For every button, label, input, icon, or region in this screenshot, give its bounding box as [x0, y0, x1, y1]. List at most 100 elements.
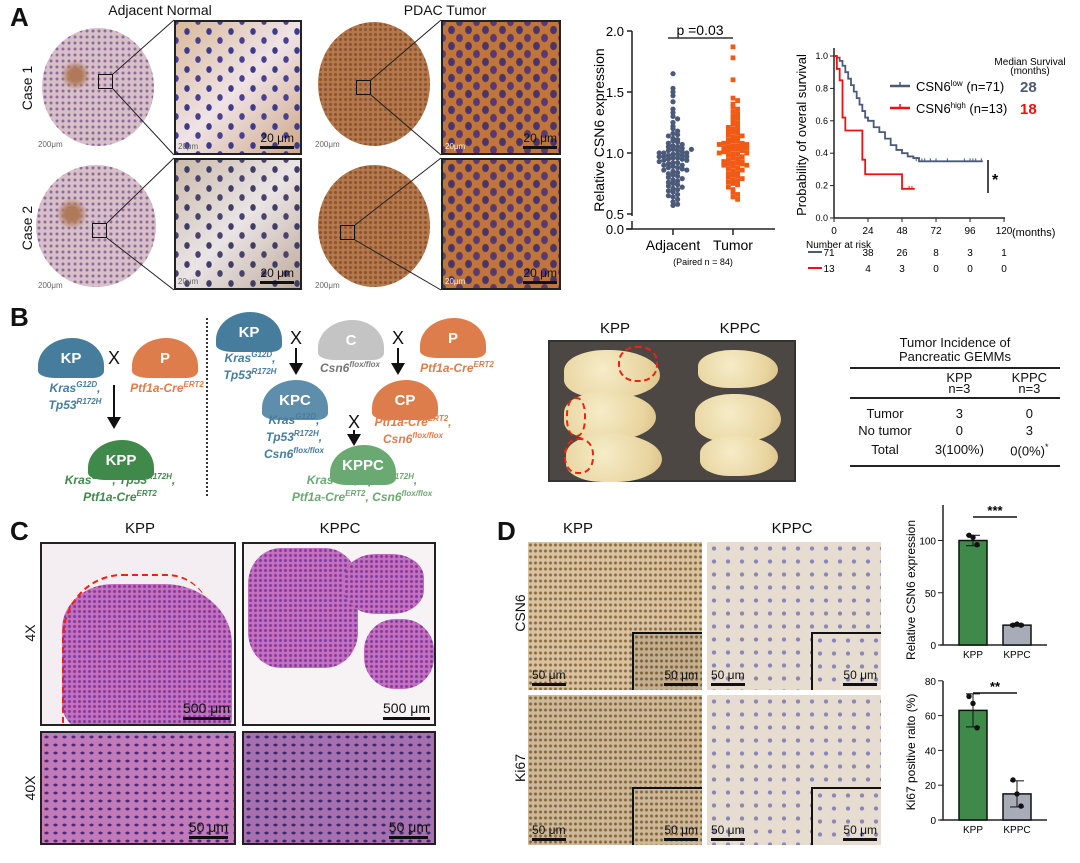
data-point-adjacent — [679, 156, 685, 162]
data-point-adjacent — [679, 149, 685, 155]
x-tick-label: 24 — [862, 226, 874, 237]
data-point-tumor — [735, 173, 740, 179]
pancreas-photo — [548, 340, 796, 482]
genotype-p: Ptf1a-CreERT2 — [122, 378, 212, 395]
zoom-adjacent-case1: 20 μm 20μm — [174, 20, 302, 155]
data-point-adjacent — [675, 147, 681, 154]
allele: R172H — [147, 472, 172, 481]
scale-label: 200μm — [315, 281, 340, 290]
zoom-tumor-case2: 20 μm 20μm — [441, 158, 561, 290]
data-point-adjacent — [665, 165, 672, 171]
bar-kppc — [1002, 624, 1032, 646]
data-point-adjacent — [665, 140, 672, 146]
mouse-p: P — [132, 338, 198, 378]
gene-name: Kras — [49, 381, 77, 395]
data-point-tumor — [730, 55, 736, 61]
data-point — [1018, 803, 1024, 809]
data-point-tumor — [735, 111, 740, 117]
gene-name: , — [97, 381, 101, 395]
data-point-adjacent — [670, 185, 676, 191]
data-point-tumor — [726, 137, 731, 142]
allele: G12D — [251, 350, 273, 359]
tma-adjacent-case2 — [36, 165, 156, 287]
data-point — [974, 725, 980, 731]
data-point-tumor — [721, 145, 727, 151]
cell: 3 — [1025, 423, 1033, 438]
data-point-tumor — [730, 138, 736, 144]
allele: G12D — [76, 380, 98, 389]
gene-name: Kras — [268, 413, 296, 427]
gene-name: Kras — [64, 473, 92, 487]
significance-stars: *** — [987, 503, 1003, 518]
data-point-tumor — [730, 104, 736, 110]
data-point-adjacent — [670, 146, 676, 152]
mouse-kpc: KPC — [262, 380, 328, 420]
data-point-tumor — [726, 184, 731, 190]
genotype-kppc: KrasG12D, Tp53R172H, Ptf1a-CreERT2, Csn6f… — [282, 470, 442, 504]
data-point-adjacent — [670, 89, 676, 95]
data-point-tumor — [739, 176, 745, 182]
photo-label-kpp: KPP — [599, 320, 630, 337]
data-point-adjacent — [665, 188, 672, 194]
arrow-down-icon — [347, 430, 361, 446]
allele: ERT2 — [427, 414, 449, 423]
data-point-tumor — [735, 146, 740, 152]
col-kppc-n: n=3 — [1018, 381, 1041, 396]
arrow-down-icon — [107, 385, 121, 429]
data-point-adjacent — [670, 71, 676, 77]
table-row: No tumor 0 3 — [850, 422, 1060, 439]
paired-n-note: (Paired n = 84) — [673, 257, 733, 267]
y-tick-label: 0.5 — [606, 207, 624, 222]
gene-name: Tp53 — [48, 398, 77, 412]
gene-name: Csn6 — [319, 361, 350, 375]
row-label-case2: Case 2 — [19, 205, 35, 251]
genotype-kpc: KrasG12D, Tp53R172H, Csn6flox/flox — [254, 410, 334, 461]
data-point-adjacent — [670, 123, 676, 129]
scale-label: 200μm — [38, 140, 63, 149]
y-tick-label: 80 — [925, 677, 937, 688]
genotype-line: Ptf1a-CreERT2 — [412, 358, 502, 375]
scale-bar: 20 μm — [523, 131, 557, 149]
panel-label-a: A — [10, 2, 29, 32]
mouse-p-2: P — [420, 318, 486, 358]
genotype-line: Ptf1a-CreERT2 — [122, 378, 212, 395]
data-point-tumor — [735, 135, 740, 141]
data-point-tumor — [739, 133, 745, 139]
survival-chart: Probability of overal survival (months) … — [794, 48, 1066, 275]
allele: R172H — [76, 397, 102, 406]
data-point — [966, 693, 972, 700]
scale-bar: 50 μm — [532, 823, 566, 841]
y-tick-label: 0 — [930, 816, 936, 827]
data-point — [970, 534, 976, 541]
gene-name: Tp53 — [223, 368, 252, 382]
scale-label: 200μm — [38, 281, 63, 290]
data-point-tumor — [744, 150, 750, 156]
data-point-adjacent — [675, 144, 681, 150]
allele: ERT2 — [183, 380, 204, 389]
risk-count: 4 — [865, 264, 871, 275]
data-point-adjacent — [665, 152, 672, 159]
tumor-outline — [618, 346, 658, 382]
data-point-tumor — [730, 126, 736, 131]
data-point-adjacent — [670, 180, 676, 187]
data-point-tumor — [726, 175, 731, 180]
he-kpp-40x: 50 μm — [40, 731, 236, 845]
data-point-adjacent — [675, 182, 681, 188]
scale-bar: 20 μm — [260, 131, 294, 149]
x-tick-label: 0 — [831, 226, 837, 237]
scale-bar: 500 μm — [383, 700, 430, 720]
risk-count: 0 — [933, 264, 939, 275]
data-point-tumor — [730, 121, 736, 127]
data-point-tumor — [726, 139, 731, 145]
data-point-adjacent — [679, 184, 685, 190]
data-point — [974, 541, 980, 548]
pancreas-tissue — [344, 554, 424, 614]
allele: ERT2 — [345, 489, 366, 498]
x-tick-adjacent: Adjacent — [646, 237, 701, 253]
data-point-adjacent — [670, 202, 676, 209]
x-axis-label: (months) — [1012, 227, 1055, 239]
row-label-case1: Case 1 — [19, 65, 35, 111]
gene-name: Ptf1a-Cre — [83, 490, 137, 504]
gene-name: , Tp53 — [112, 473, 148, 487]
data-point-adjacent — [670, 85, 676, 91]
